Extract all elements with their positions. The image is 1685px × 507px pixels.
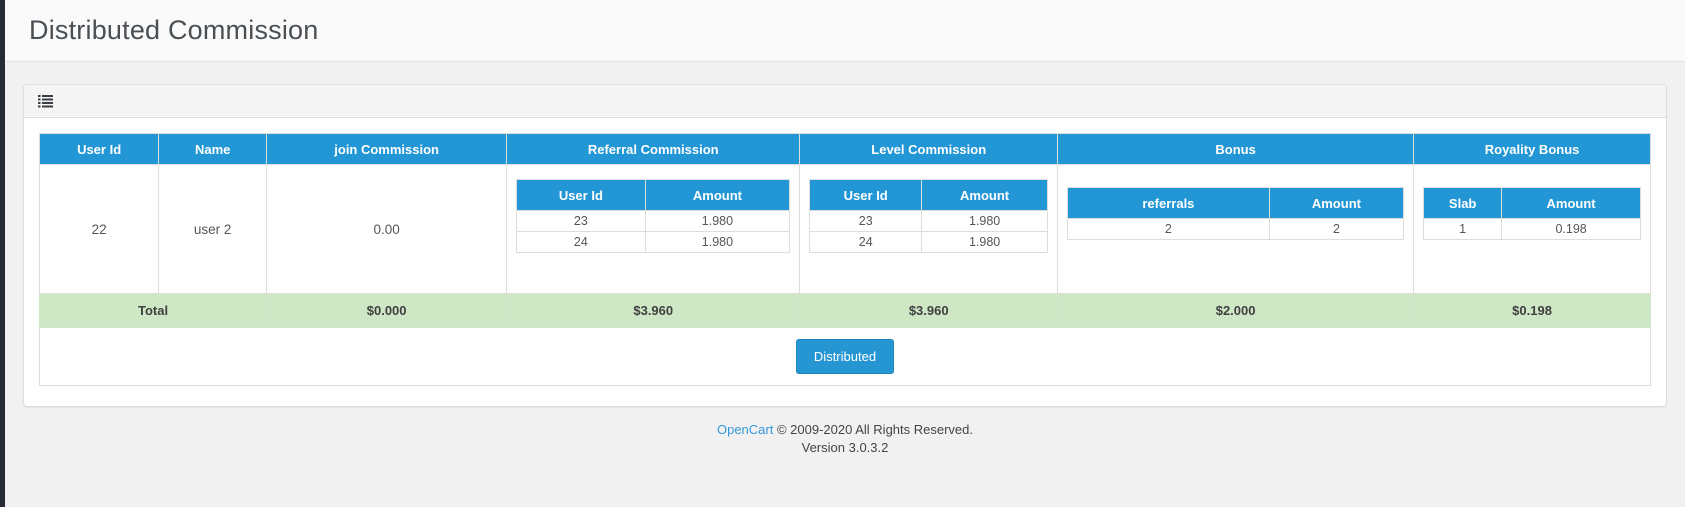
level-amount: 1.980 — [921, 231, 1049, 253]
footer-version-line: Version 3.0.3.2 — [801, 440, 889, 455]
bonus-subheader-referrals: referrals — [1067, 187, 1270, 219]
opencart-link[interactable]: OpenCart — [716, 422, 774, 437]
total-join-commission: $0.000 — [266, 293, 508, 328]
bonus-referrals: 2 — [1067, 218, 1270, 240]
panel-body: User Id Name join Commission Referral Co… — [24, 118, 1666, 406]
col-header-level-commission: Level Commission — [799, 133, 1059, 165]
total-label: Total — [38, 293, 268, 328]
bonus-subheader-amount: Amount — [1268, 187, 1405, 219]
col-header-user-id: User Id — [38, 133, 160, 165]
level-user-id: 23 — [809, 210, 923, 232]
commission-panel: User Id Name join Commission Referral Co… — [23, 84, 1667, 407]
referral-subheader-amount: Amount — [644, 179, 791, 211]
bonus-subtable: referrals Amount 2 2 — [1067, 187, 1405, 240]
referral-amount: 1.980 — [644, 231, 791, 253]
table-row: 22 user 2 0.00 User Id Amount — [38, 164, 1651, 294]
footer-copyright-line: OpenCart © 2009-2020 All Rights Reserved… — [5, 421, 1685, 439]
cell-name: user 2 — [158, 164, 268, 294]
col-header-bonus: Bonus — [1057, 133, 1415, 165]
cell-user-id: 22 — [38, 164, 160, 294]
referral-commission-subtable: User Id Amount 23 1.980 — [516, 179, 791, 253]
bonus-subrow: 2 2 — [1067, 218, 1405, 240]
level-subrow: 24 1.980 — [809, 231, 1049, 253]
royality-subrow: 1 0.198 — [1423, 218, 1641, 240]
collapsed-sidebar-strip — [0, 0, 5, 507]
footer: OpenCart © 2009-2020 All Rights Reserved… — [5, 407, 1685, 457]
button-row: Distributed — [39, 327, 1651, 386]
table-header-row: User Id Name join Commission Referral Co… — [38, 133, 1651, 165]
referral-subrow: 24 1.980 — [516, 231, 791, 253]
referral-amount: 1.980 — [644, 210, 791, 232]
page-title: Distributed Commission — [29, 15, 319, 45]
commission-table: User Id Name join Commission Referral Co… — [38, 133, 1651, 386]
cell-level-commission: User Id Amount 23 1.980 — [799, 164, 1059, 294]
level-commission-subtable: User Id Amount 23 1.980 — [809, 179, 1049, 253]
copyright-text: © 2009-2020 All Rights Reserved. — [776, 422, 974, 437]
level-subrow: 23 1.980 — [809, 210, 1049, 232]
total-royality-bonus: $0.198 — [1413, 293, 1651, 328]
level-subheader-amount: Amount — [921, 179, 1049, 211]
total-referral-commission: $3.960 — [506, 293, 801, 328]
page-header: Distributed Commission — [5, 0, 1685, 62]
royality-slab: 1 — [1423, 218, 1503, 240]
referral-subrow: 23 1.980 — [516, 210, 791, 232]
level-user-id: 24 — [809, 231, 923, 253]
referral-user-id: 23 — [516, 210, 646, 232]
cell-referral-commission: User Id Amount 23 1.980 — [506, 164, 801, 294]
list-icon — [38, 95, 53, 112]
referral-user-id: 24 — [516, 231, 646, 253]
total-level-commission: $3.960 — [799, 293, 1059, 328]
col-header-name: Name — [158, 133, 268, 165]
royality-bonus-subtable: Slab Amount 1 0.198 — [1423, 187, 1641, 240]
total-row: Total $0.000 $3.960 $3.960 $2.000 $0.198 — [38, 293, 1651, 328]
level-amount: 1.980 — [921, 210, 1049, 232]
royality-subheader-amount: Amount — [1501, 187, 1641, 219]
content-area: User Id Name join Commission Referral Co… — [5, 62, 1685, 407]
page: Distributed Commission — [5, 0, 1685, 457]
cell-bonus: referrals Amount 2 2 — [1057, 164, 1415, 294]
col-header-referral-commission: Referral Commission — [506, 133, 801, 165]
bonus-amount: 2 — [1268, 218, 1405, 240]
col-header-royality-bonus: Royality Bonus — [1413, 133, 1651, 165]
panel-heading — [24, 85, 1666, 118]
distributed-button[interactable]: Distributed — [795, 339, 895, 374]
cell-join-commission: 0.00 — [266, 164, 508, 294]
col-header-join-commission: join Commission — [266, 133, 508, 165]
referral-subheader-user-id: User Id — [516, 179, 646, 211]
royality-subheader-slab: Slab — [1423, 187, 1503, 219]
level-subheader-user-id: User Id — [809, 179, 923, 211]
total-bonus: $2.000 — [1057, 293, 1415, 328]
royality-amount: 0.198 — [1501, 218, 1641, 240]
cell-royality-bonus: Slab Amount 1 0.198 — [1413, 164, 1651, 294]
